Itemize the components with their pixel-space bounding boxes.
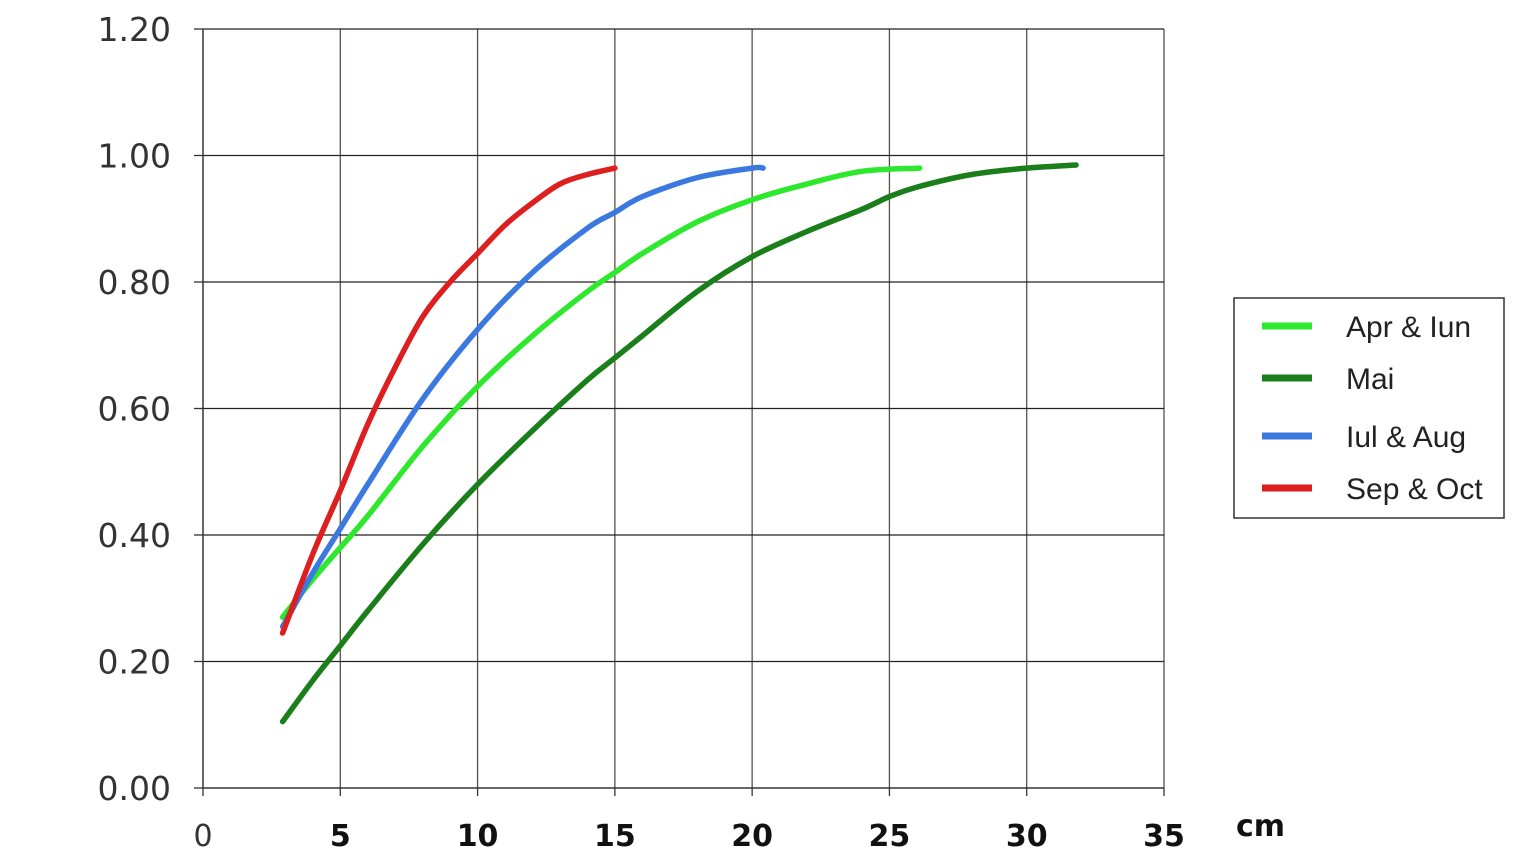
y-axis-ticks: 0.00 0.20 0.40 0.60 0.80 1.00 1.20 <box>98 10 171 808</box>
series-line-sep-oct <box>279 165 618 636</box>
x-tick-label: 25 <box>869 819 911 854</box>
legend-box <box>1233 297 1505 519</box>
x-tick-label: 10 <box>457 819 499 854</box>
x-tick-label: 0 <box>193 819 212 854</box>
series-line-apr-iun <box>279 165 923 620</box>
x-tick-label: 5 <box>330 819 351 854</box>
legend-label: Mai <box>1346 363 1394 396</box>
x-tick-label: 15 <box>594 819 636 854</box>
x-tick-label: 35 <box>1143 819 1185 854</box>
x-axis-unit-label: cm <box>1236 809 1285 844</box>
y-tick-label: 0.60 <box>98 390 171 429</box>
legend: Apr & Iun Mai Iul & Aug Sep & Oct <box>1233 297 1505 519</box>
x-tick-label: 20 <box>731 819 773 854</box>
grid <box>203 28 1165 788</box>
y-tick-label: 0.20 <box>98 643 171 682</box>
series-lines <box>279 162 1079 725</box>
y-tick-label: 0.80 <box>98 263 171 302</box>
series-line-mai <box>279 162 1079 725</box>
legend-label: Sep & Oct <box>1346 473 1483 506</box>
y-tick-label: 0.00 <box>98 769 171 808</box>
series-line-iul-aug <box>279 164 766 630</box>
x-axis-ticks: 0 5 10 15 20 25 30 35 <box>193 819 1184 854</box>
axes <box>194 28 1165 796</box>
x-tick-label: 30 <box>1006 819 1048 854</box>
y-tick-label: 1.20 <box>98 10 171 49</box>
y-tick-label: 0.40 <box>98 516 171 555</box>
y-tick-label: 1.00 <box>98 137 171 176</box>
legend-label: Iul & Aug <box>1346 421 1466 454</box>
legend-label: Apr & Iun <box>1346 311 1471 344</box>
